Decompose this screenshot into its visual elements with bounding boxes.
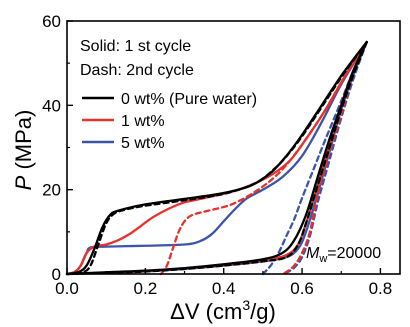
legend-label: 1 wt% bbox=[121, 113, 165, 130]
series-0-cycle1-loading bbox=[65, 40, 368, 276]
note-solid: Solid: 1 st cycle bbox=[80, 38, 191, 55]
y-tick-label: 20 bbox=[42, 181, 61, 200]
x-axis-label: ΔV (cm3/g) bbox=[170, 297, 276, 324]
x-axis-symbol: ΔV bbox=[170, 299, 200, 324]
x-tick-label: 0.8 bbox=[369, 279, 393, 298]
mw-value: =20000 bbox=[327, 245, 381, 262]
y-axis-label: P (MPa) bbox=[11, 110, 36, 191]
y-tick-label: 60 bbox=[42, 12, 61, 31]
legend-label: 0 wt% (Pure water) bbox=[121, 91, 257, 108]
series-0-cycle2-loading bbox=[65, 40, 368, 276]
plot-frame bbox=[66, 20, 401, 275]
x-tick-label: 0.6 bbox=[290, 279, 314, 298]
series-0-cycle1-unloading bbox=[65, 40, 368, 276]
series-5-cycle2-unloading bbox=[281, 40, 368, 276]
y-axis-symbol: P bbox=[11, 175, 36, 190]
mw-subscript: w bbox=[318, 253, 327, 265]
series-1-cycle1-loading bbox=[65, 40, 368, 276]
y-tick-label: 40 bbox=[42, 96, 61, 115]
axis-ticks: 0.0 0.2 0.4 0.6 0.8 0 20 40 60 bbox=[42, 12, 392, 298]
x-axis-unit-exp: 3 bbox=[242, 297, 250, 313]
x-tick-label: 0.0 bbox=[55, 279, 79, 298]
mw-annotation: Mw=20000 bbox=[306, 245, 381, 265]
x-tick-label: 0.4 bbox=[212, 279, 236, 298]
x-axis-unit: (cm bbox=[206, 299, 243, 324]
legend: 0 wt% (Pure water) 1 wt% 5 wt% bbox=[82, 91, 257, 152]
x-tick-label: 0.2 bbox=[134, 279, 158, 298]
y-axis-unit: (MPa) bbox=[11, 110, 36, 170]
plot-lines bbox=[65, 40, 368, 276]
y-tick-label: 0 bbox=[52, 265, 61, 284]
x-axis-unit-tail: /g) bbox=[250, 299, 276, 324]
legend-label: 5 wt% bbox=[121, 135, 165, 152]
mw-symbol: M bbox=[306, 245, 320, 262]
note-dash: Dash: 2nd cycle bbox=[80, 62, 194, 79]
